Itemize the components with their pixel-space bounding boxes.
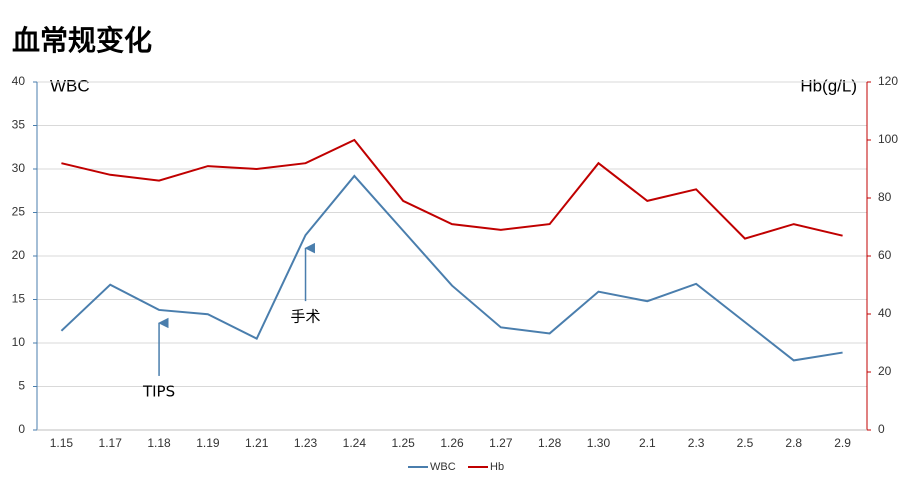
x-tick-label: 1.21	[245, 436, 269, 450]
x-tick-label: 2.5	[737, 436, 754, 450]
x-tick-label: 1.25	[391, 436, 415, 450]
y-tick-label: 5	[18, 379, 25, 393]
y-tick-label: 35	[12, 118, 26, 132]
x-tick-label: 2.9	[834, 436, 851, 450]
series-line	[60, 174, 843, 362]
x-tick-label: 1.23	[294, 436, 318, 450]
y2-tick-label: 0	[878, 422, 885, 436]
y2-tick-label: 60	[878, 248, 892, 262]
x-tick-label: 2.1	[639, 436, 656, 450]
y-axis-label: WBC	[50, 76, 90, 95]
x-tick-label: 1.15	[50, 436, 74, 450]
x-tick-label: 1.27	[489, 436, 513, 450]
series-line	[61, 138, 843, 240]
y2-tick-label: 20	[878, 364, 892, 378]
y-tick-label: 15	[12, 292, 26, 306]
x-tick-label: 2.3	[688, 436, 705, 450]
y2-tick-label: 120	[878, 74, 898, 88]
y-tick-label: 40	[12, 74, 26, 88]
x-tick-label: 2.8	[785, 436, 802, 450]
y2-tick-label: 80	[878, 190, 892, 204]
y-tick-label: 10	[12, 335, 26, 349]
y-tick-label: 25	[12, 205, 26, 219]
legend-label: WBC	[430, 461, 456, 473]
y2-axis-label: Hb(g/L)	[800, 76, 857, 95]
x-tick-label: 1.19	[196, 436, 220, 450]
x-tick-label: 1.28	[538, 436, 562, 450]
x-tick-label: 1.24	[343, 436, 367, 450]
y-tick-label: 20	[12, 248, 26, 262]
x-tick-label: 1.26	[440, 436, 464, 450]
x-tick-label: 1.18	[147, 436, 171, 450]
y2-tick-label: 40	[878, 306, 892, 320]
legend-label: Hb	[490, 461, 504, 473]
annotation: 手术	[291, 308, 321, 326]
y-tick-label: 30	[12, 161, 26, 175]
x-tick-label: 1.30	[587, 436, 611, 450]
y2-tick-label: 100	[878, 132, 898, 146]
chart-title: 血常规变化	[12, 24, 152, 57]
y-tick-label: 0	[18, 422, 25, 436]
annotation: TIPS	[142, 382, 175, 400]
x-tick-label: 1.17	[99, 436, 123, 450]
